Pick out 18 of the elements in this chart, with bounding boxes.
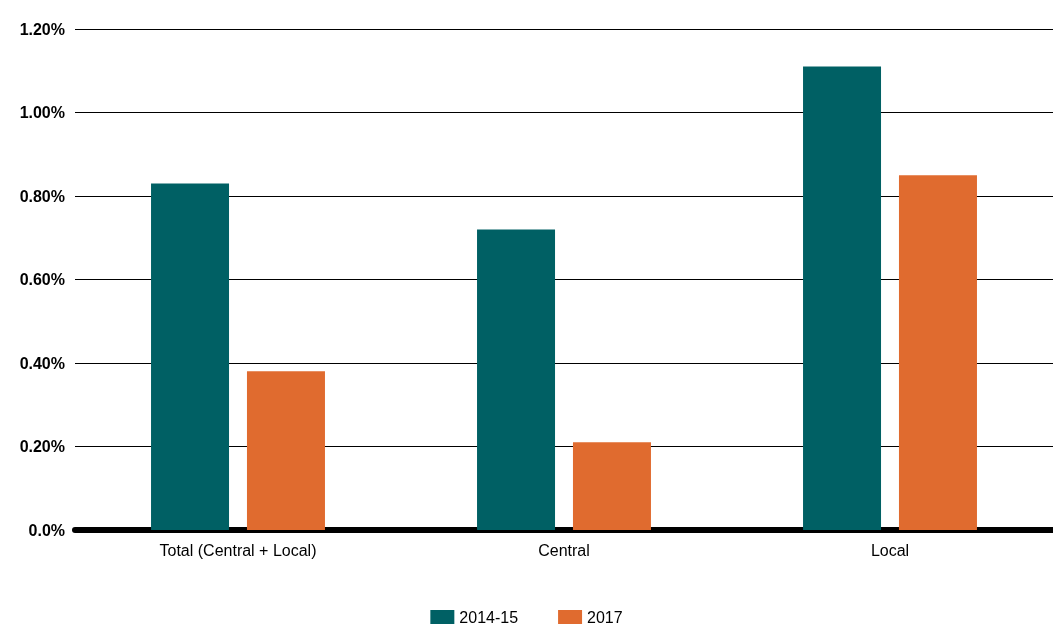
x-tick-label: Total (Central + Local) <box>159 541 317 559</box>
y-tick-label: 0.0% <box>28 521 65 539</box>
legend-label: 2017 <box>587 608 623 626</box>
y-tick-label: 1.00% <box>19 104 65 121</box>
x-tick-label: Local <box>870 541 910 559</box>
bar <box>246 371 325 530</box>
y-tick-label: 0.80% <box>19 187 65 205</box>
y-tick-label: 0.60% <box>19 271 65 288</box>
bar <box>898 175 977 530</box>
bar <box>803 66 882 530</box>
y-tick-label: 0.40% <box>19 354 65 372</box>
y-tick-label: 1.20% <box>19 20 65 38</box>
y-tick-label: 0.20% <box>19 438 65 455</box>
legend-label: 2014-15 <box>459 608 519 626</box>
bar <box>572 442 651 530</box>
bar <box>151 183 230 530</box>
bar <box>477 229 556 530</box>
x-tick-label: Central <box>538 541 590 559</box>
